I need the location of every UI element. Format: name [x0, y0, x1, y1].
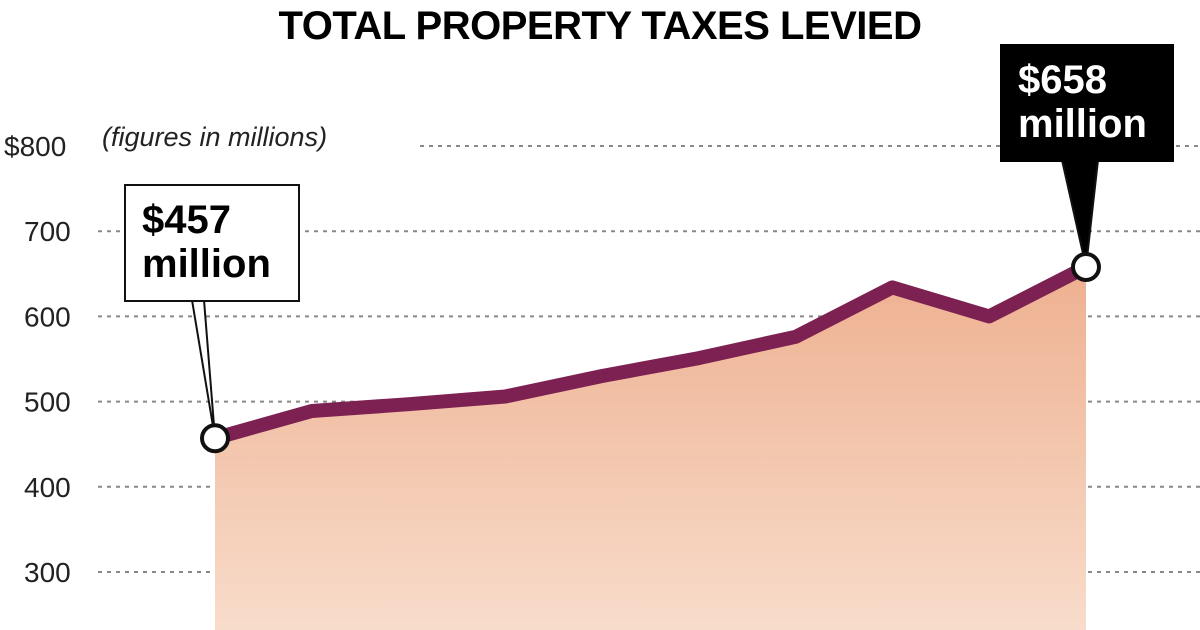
callout-end-amount: $658: [1018, 58, 1107, 102]
callout-start-unit: million: [142, 242, 271, 286]
callout-end-unit: million: [1018, 102, 1147, 146]
y-tick-label-600: 600: [24, 301, 71, 332]
y-tick-label-700: 700: [24, 216, 71, 247]
y-tick-label-400: 400: [24, 472, 71, 503]
units-note: (figures in millions): [102, 122, 328, 152]
series-line: [208, 260, 1093, 446]
callout-start-pointer: [190, 299, 216, 439]
callout-end-pointer: [1060, 159, 1100, 268]
callout-end-value: $658 million: [1000, 44, 1174, 162]
end-point-marker: [1071, 251, 1101, 282]
y-tick-label-800: $800: [4, 131, 66, 162]
area-fill: [215, 267, 1086, 630]
point-markers: [200, 251, 1101, 454]
chart-title: TOTAL PROPERTY TAXES LEVIED: [278, 4, 922, 48]
start-point-marker: [200, 423, 230, 454]
y-tick-label-500: 500: [24, 387, 71, 418]
y-axis-ticks: $800 700 600 500 400 300: [4, 131, 71, 588]
callout-start-amount: $457: [142, 198, 231, 242]
y-tick-label-300: 300: [24, 557, 71, 588]
callout-start-value: $457 million: [124, 184, 300, 302]
